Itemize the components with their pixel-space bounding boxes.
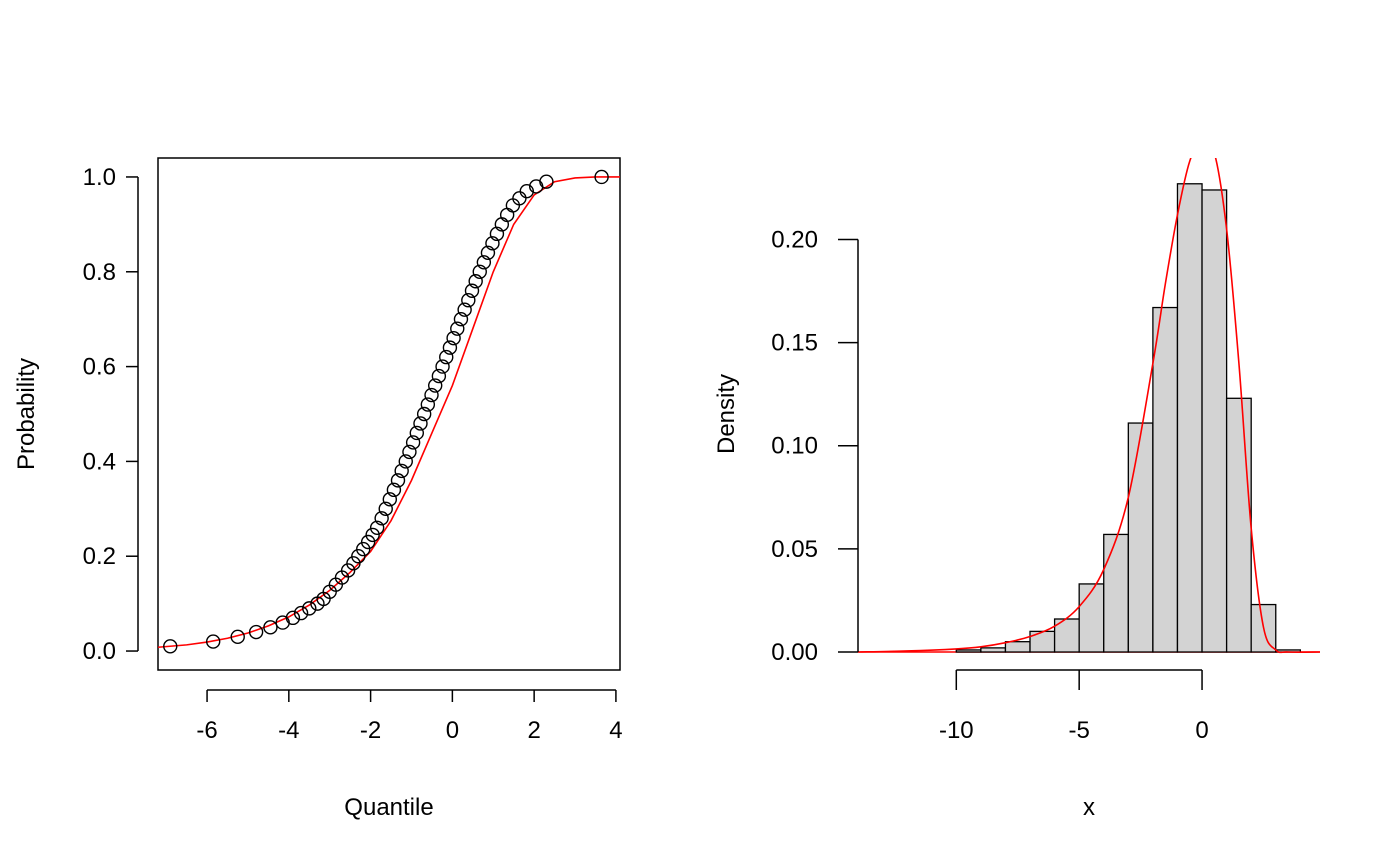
cdf-point (205, 634, 221, 649)
cdf-point (519, 183, 534, 199)
cdf-point (499, 207, 515, 223)
histogram-y-axis-title: Density (713, 374, 740, 454)
cdf-point (450, 321, 465, 336)
cdf-x-axis-title: Quantile (344, 794, 433, 821)
histogram-y-tick-label: 0.20 (771, 226, 818, 253)
cdf-point (485, 236, 500, 251)
cdf-point (394, 463, 409, 479)
histogram-y-axis: 0.00 0.05 0.10 0.15 0.20 (771, 226, 859, 666)
density-curve-line (858, 158, 1320, 654)
histogram-bar (1127, 422, 1154, 653)
histogram-x-tick-label: 0 (1195, 717, 1208, 744)
histogram-bars-group (858, 183, 1320, 653)
histogram-panel: -10 -5 0 0.00 0.05 0.10 0.15 0.20 x Density (713, 158, 1320, 821)
cdf-point (398, 454, 413, 469)
cdf-point (457, 302, 472, 317)
cdf-point (461, 293, 476, 308)
histogram-bar (1103, 533, 1129, 653)
cdf-point (409, 425, 425, 441)
cdf-point (374, 511, 389, 526)
histogram-y-tick-label: 0.05 (771, 536, 818, 563)
cdf-fitted-curve-group (157, 176, 620, 649)
cdf-point (424, 387, 439, 403)
cdf-point (405, 435, 421, 450)
cdf-fitted-line (157, 176, 620, 649)
cdf-y-tick-label: 1.0 (83, 164, 116, 191)
cdf-point (346, 556, 361, 571)
cdf-point (365, 527, 380, 543)
cdf-point (382, 492, 398, 507)
histogram-y-tick-label: 0.10 (771, 433, 818, 460)
cdf-y-tick-label: 0.8 (83, 259, 116, 286)
density-curve-group (858, 158, 1320, 654)
cdf-point (472, 264, 487, 279)
cdf-point (464, 283, 480, 298)
cdf-x-tick-label: 4 (609, 717, 622, 744)
cdf-y-axis: 0.0 0.2 0.4 0.6 0.8 1.0 (83, 164, 139, 665)
cdf-point (428, 378, 443, 393)
cdf-y-tick-label: 0.2 (83, 543, 116, 570)
cdf-point (378, 501, 393, 517)
cdf-y-tick-label: 0.4 (83, 448, 116, 475)
histogram-bar (1152, 306, 1179, 653)
cdf-x-tick-label: -2 (360, 717, 381, 744)
histogram-x-axis: -10 -5 0 (939, 669, 1209, 744)
cdf-points-group (163, 169, 609, 654)
cdf-point (285, 610, 301, 626)
cdf-point (413, 416, 428, 431)
cdf-point (480, 245, 496, 261)
cdf-point (275, 615, 290, 630)
cdf-plot-box (157, 157, 621, 671)
cdf-point (489, 226, 505, 242)
cdf-point (453, 311, 469, 327)
cdf-point (539, 174, 554, 189)
histogram-bar (980, 647, 1007, 653)
cdf-point (340, 563, 356, 578)
cdf-point (594, 169, 609, 185)
cdf-x-tick-label: 0 (446, 717, 459, 744)
histogram-bar (1201, 189, 1228, 653)
cdf-point (302, 601, 317, 616)
cdf-point (439, 349, 454, 365)
histogram-bar (1078, 583, 1105, 653)
cdf-y-tick-label: 0.0 (83, 638, 116, 665)
cdf-point (263, 620, 278, 635)
cdf-point (369, 520, 385, 535)
cdf-point (435, 359, 450, 374)
cdf-point (420, 397, 436, 412)
cdf-panel: -6 -4 -2 0 2 4 0.0 0.2 0.4 0.6 0.8 1.0 Quantile Pr… (13, 157, 623, 821)
cdf-point (442, 340, 458, 355)
cdf-point (431, 368, 447, 384)
cdf-point (476, 255, 492, 270)
cdf-point (360, 534, 376, 550)
histogram-bar (1225, 397, 1252, 653)
cdf-x-tick-label: -4 (278, 717, 299, 744)
cdf-point (293, 605, 309, 621)
cdf-point (356, 541, 371, 557)
cdf-point (390, 473, 406, 488)
cdf-x-tick-label: 2 (527, 717, 540, 744)
cdf-point (230, 629, 245, 645)
histogram-x-axis-title: x (1083, 794, 1095, 821)
cdf-point (416, 406, 432, 422)
cdf-point (163, 639, 178, 654)
histogram-y-tick-label: 0.00 (771, 639, 818, 666)
cdf-point (351, 549, 366, 564)
cdf-y-tick-label: 0.6 (83, 354, 116, 381)
cdf-x-tick-label: -6 (196, 717, 217, 744)
histogram-x-tick-label: -5 (1068, 717, 1089, 744)
histogram-y-tick-label: 0.15 (771, 330, 818, 357)
cdf-point (402, 444, 417, 460)
cdf-point (446, 330, 461, 346)
histogram-bar (1004, 641, 1031, 653)
cdf-point (248, 624, 264, 640)
cdf-y-axis-title: Probability (13, 358, 40, 470)
histogram-bar (1176, 183, 1203, 653)
cdf-point (468, 274, 483, 289)
cdf-point (386, 482, 402, 498)
histogram-bar (955, 649, 982, 653)
histogram-x-tick-label: -10 (939, 717, 974, 744)
cdf-x-axis: -6 -4 -2 0 2 4 (196, 689, 623, 744)
